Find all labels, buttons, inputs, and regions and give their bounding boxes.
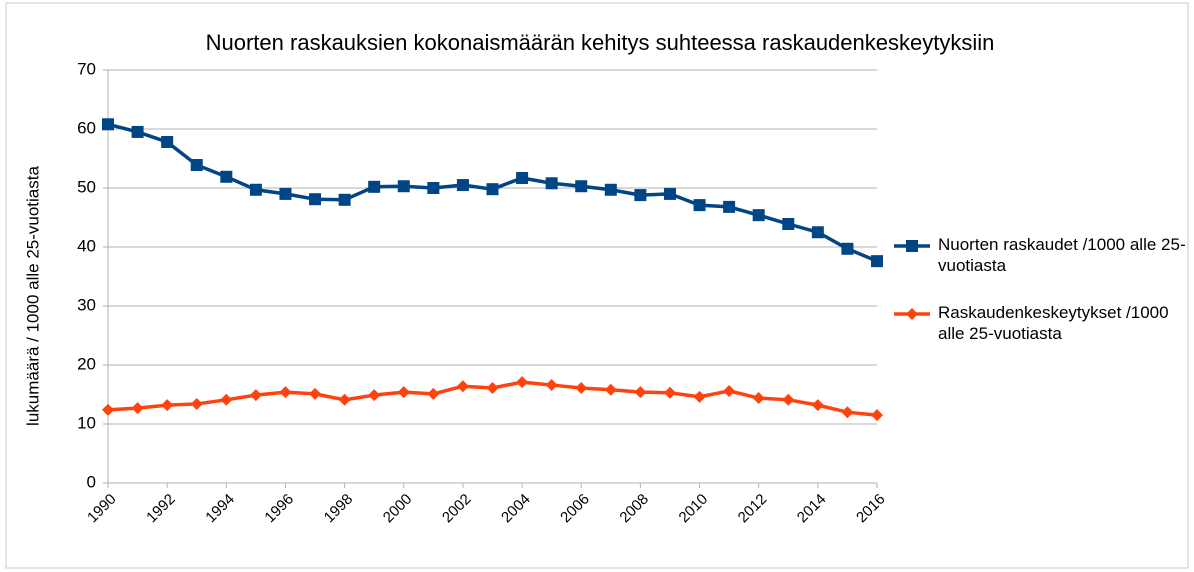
x-tick-label: 1994 [202,491,238,527]
marker [249,183,262,196]
x-tick-label: 2004 [498,491,534,527]
y-tick-label: 0 [87,472,96,491]
marker [279,187,292,200]
y-tick-label: 30 [77,295,96,314]
marker [604,183,617,196]
marker [811,226,824,239]
marker [249,389,262,402]
legend-entry: Raskaudenkeskeytykset /1000 alle 25-vuot… [938,303,1169,343]
marker [841,406,854,419]
x-tick-label: 2002 [439,491,475,527]
x-tick-label: 2014 [794,491,830,527]
marker [102,403,114,416]
x-tick-label: 2010 [676,491,712,527]
marker [486,183,499,196]
marker [338,193,351,206]
marker [368,389,381,402]
marker [575,180,588,193]
x-tick-label: 2012 [735,491,771,527]
marker [841,242,854,255]
y-tick-label: 60 [77,118,96,137]
x-tick-label: 2000 [380,491,416,527]
marker [456,179,469,192]
marker [545,177,558,190]
marker [279,386,292,399]
y-tick-label: 50 [77,177,96,196]
marker [368,180,381,193]
marker [190,158,203,171]
marker [131,125,144,138]
y-axis-label: lukumäärä / 1000 alle 25-vuotiasta [23,166,42,426]
marker [427,387,440,400]
marker [693,199,706,212]
x-tick-label: 1996 [261,491,297,527]
marker [782,393,795,406]
x-tick-label: 2016 [853,491,889,527]
marker [663,386,676,399]
marker [634,386,647,399]
marker [604,383,617,396]
frame [5,2,1189,569]
marker [723,200,736,213]
x-tick-label: 2008 [616,491,652,527]
marker [427,182,440,194]
marker [871,409,883,422]
marker [871,255,883,268]
marker [161,399,174,412]
marker [309,387,322,400]
marker [575,382,588,395]
x-tick-label: 1992 [143,491,179,527]
y-tick-label: 40 [77,236,96,255]
marker [663,187,676,200]
x-tick-label: 1990 [84,491,120,527]
marker [309,193,322,206]
marker [516,376,529,389]
legend-entry: Nuorten raskaudet /1000 alle 25-vuotiast… [938,235,1186,275]
marker [338,393,351,406]
marker [161,135,174,148]
marker [397,386,410,399]
marker [456,380,469,393]
marker [811,399,824,412]
chart-title: Nuorten raskauksien kokonaismäärän kehit… [206,30,995,55]
marker [220,393,233,406]
y-tick-label: 70 [77,59,96,78]
marker [516,171,529,184]
marker [190,397,203,410]
marker [131,402,144,415]
marker [752,392,765,405]
y-tick-label: 10 [77,413,96,432]
marker [752,209,765,222]
marker [634,189,647,202]
marker [397,180,410,193]
marker [220,170,233,183]
y-tick-label: 20 [77,354,96,373]
marker [693,390,706,403]
marker [723,384,736,397]
marker [545,379,558,392]
marker [486,382,499,395]
marker [102,118,114,131]
marker [782,217,795,230]
x-tick-label: 1998 [321,491,357,527]
x-tick-label: 2006 [557,491,593,527]
